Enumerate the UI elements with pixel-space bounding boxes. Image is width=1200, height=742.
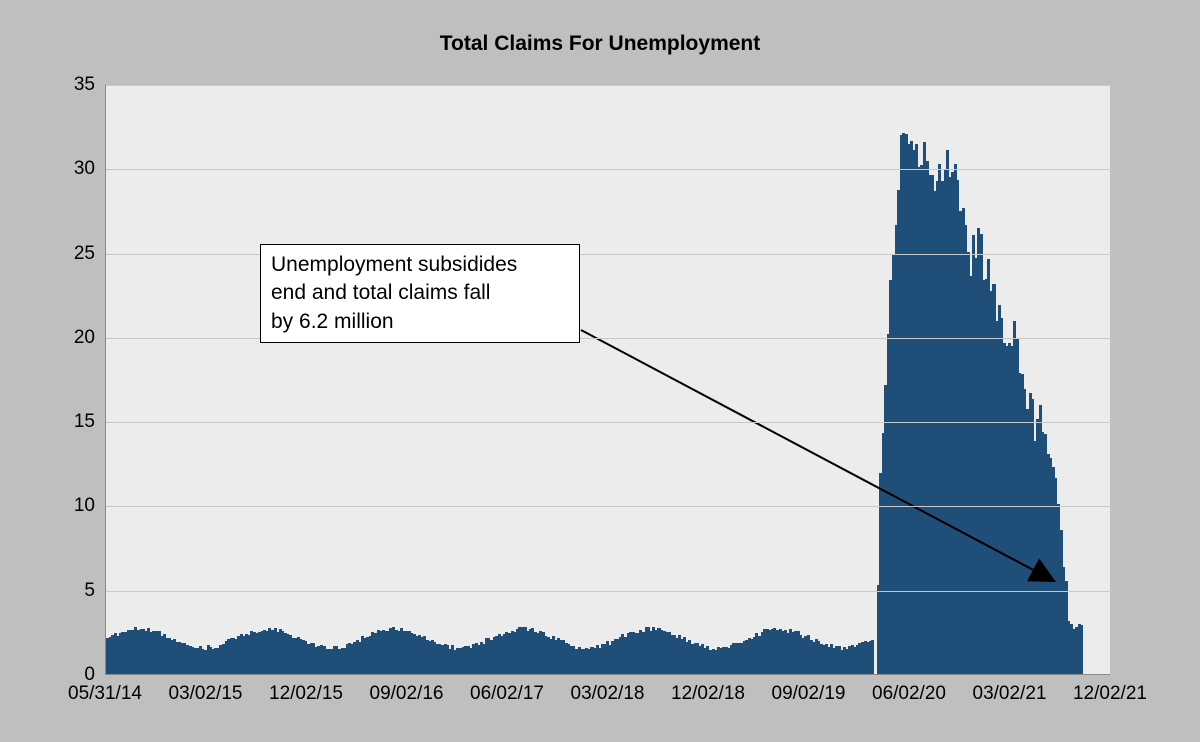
xtick-label: 06/02/17: [470, 683, 544, 705]
xtick-label: 12/02/18: [671, 683, 745, 705]
ytick-label: 10: [55, 495, 95, 517]
xtick-label: 12/02/21: [1073, 683, 1147, 705]
xtick-label: 05/31/14: [68, 683, 142, 705]
ytick-label: 35: [55, 74, 95, 96]
plot-area: [105, 85, 1110, 675]
xtick-label: 03/02/18: [571, 683, 645, 705]
xtick-label: 09/02/19: [772, 683, 846, 705]
xtick-label: 09/02/16: [370, 683, 444, 705]
annotation-box: Unemployment subsididesend and total cla…: [260, 244, 580, 343]
xtick-label: 03/02/15: [169, 683, 243, 705]
xtick-label: 03/02/21: [973, 683, 1047, 705]
gridline-y: [106, 254, 1111, 255]
ytick-label: 15: [55, 411, 95, 433]
bar: [871, 640, 874, 674]
bars-layer: [106, 85, 1110, 674]
gridline-y: [106, 591, 1111, 592]
gridline-y: [106, 422, 1111, 423]
xtick-label: 12/02/15: [269, 683, 343, 705]
ytick-label: 25: [55, 243, 95, 265]
ytick-label: 20: [55, 327, 95, 349]
ytick-label: 5: [55, 580, 95, 602]
gridline-y: [106, 506, 1111, 507]
annotation-line: by 6.2 million: [271, 308, 569, 336]
chart-container: Total Claims For Unemployment Unemployme…: [0, 0, 1200, 742]
chart-title: Total Claims For Unemployment: [0, 32, 1200, 56]
ytick-label: 30: [55, 158, 95, 180]
gridline-y: [106, 338, 1111, 339]
annotation-line: Unemployment subsidides: [271, 251, 569, 279]
gridline-y: [106, 85, 1111, 86]
xtick-label: 06/02/20: [872, 683, 946, 705]
gridline-y: [106, 169, 1111, 170]
bar: [1080, 625, 1083, 674]
annotation-line: end and total claims fall: [271, 279, 569, 307]
